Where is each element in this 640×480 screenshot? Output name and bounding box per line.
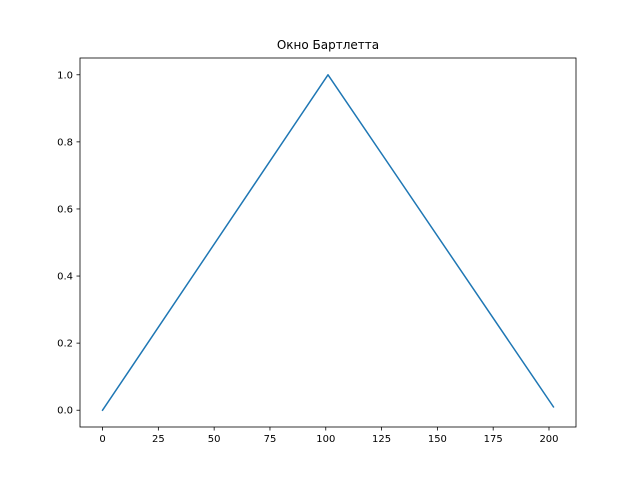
plot-area: 0 25 50 75 100 125 150 175 200 0.0 0.2 0.4 0.6 0.8 1.0	[57, 57, 577, 445]
x-tick-label-2: 50	[208, 434, 221, 445]
x-tick-label-8: 200	[539, 434, 558, 445]
x-tick-label-3: 75	[264, 434, 277, 445]
x-tick-label-0: 0	[99, 434, 105, 445]
x-tick-label-6: 150	[428, 434, 447, 445]
y-tick-label-3: 0.6	[57, 204, 73, 215]
axes-frame	[79, 57, 577, 428]
x-tick-label-4: 100	[316, 434, 335, 445]
y-tick-label-1: 0.2	[57, 339, 73, 350]
y-tick-label-5: 1.0	[57, 70, 73, 81]
chart-title: Окно Бартлетта	[277, 38, 379, 52]
x-tick-label-7: 175	[484, 434, 503, 445]
series-line-0	[101, 74, 555, 412]
y-tick-label-2: 0.4	[57, 272, 73, 283]
x-tick-label-1: 25	[152, 434, 165, 445]
x-tick-label-5: 125	[372, 434, 391, 445]
y-tick-label-4: 0.8	[57, 137, 73, 148]
y-tick-label-0: 0.0	[57, 406, 73, 417]
